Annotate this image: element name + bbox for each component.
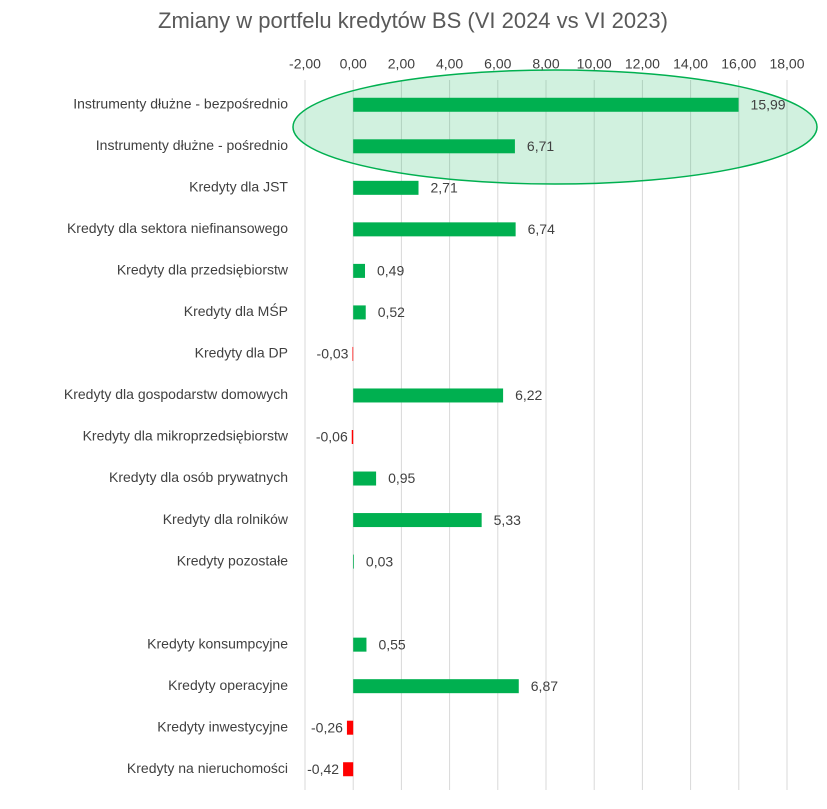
marks: -2,00 0,00 2,00 4,00 6,00 8,00 10,00 12,00 14,00… bbox=[64, 56, 805, 777]
data-label: -0,26 bbox=[311, 719, 343, 735]
bar bbox=[353, 637, 367, 652]
x-tick-label: 18,00 bbox=[769, 56, 804, 72]
data-label: 5,33 bbox=[494, 512, 521, 528]
x-tick-label: 10,00 bbox=[577, 56, 612, 72]
data-label: -0,03 bbox=[317, 346, 349, 362]
bar bbox=[353, 97, 739, 112]
y-tick-label: Kredyty inwestycyjne bbox=[157, 718, 288, 734]
x-tick-label: 2,00 bbox=[388, 56, 415, 72]
bar bbox=[353, 388, 504, 403]
x-tick-label: 8,00 bbox=[532, 56, 559, 72]
bar bbox=[353, 305, 366, 320]
x-tick-label: 4,00 bbox=[436, 56, 463, 72]
x-tick-label: 14,00 bbox=[673, 56, 708, 72]
y-tick-label: Kredyty na nieruchomości bbox=[127, 760, 288, 776]
y-tick-label: Kredyty dla sektora niefinansowego bbox=[67, 220, 288, 236]
bar bbox=[353, 222, 516, 237]
highlight-ellipse bbox=[292, 69, 818, 185]
bar bbox=[353, 139, 515, 154]
y-tick-label: Kredyty dla przedsiębiorstw bbox=[117, 262, 289, 278]
y-tick-label: Kredyty dla gospodarstw domowych bbox=[64, 386, 288, 402]
x-tick-label: 6,00 bbox=[484, 56, 511, 72]
bar bbox=[343, 762, 354, 777]
data-label: 0,52 bbox=[378, 304, 405, 320]
bar bbox=[353, 180, 419, 195]
data-label: 0,49 bbox=[377, 263, 404, 279]
x-tick-label: 0,00 bbox=[340, 56, 367, 72]
y-tick-label: Kredyty konsumpcyjne bbox=[147, 635, 288, 651]
y-tick-label: Kredyty dla rolników bbox=[163, 511, 289, 527]
bar bbox=[353, 679, 519, 694]
data-label: -0,06 bbox=[316, 429, 348, 445]
data-label: 6,22 bbox=[515, 387, 542, 403]
bar bbox=[353, 554, 354, 569]
data-label: 15,99 bbox=[751, 96, 786, 112]
data-label: 6,87 bbox=[531, 678, 558, 694]
data-label: -0,42 bbox=[307, 761, 339, 777]
y-tick-label: Kredyty dla osób prywatnych bbox=[109, 469, 288, 485]
y-tick-label: Kredyty dla mikroprzedsiębiorstw bbox=[83, 428, 289, 444]
data-label: 6,71 bbox=[527, 138, 554, 154]
y-tick-label: Kredyty dla JST bbox=[189, 179, 288, 195]
data-label: 0,55 bbox=[378, 636, 405, 652]
y-tick-label: Kredyty dla DP bbox=[195, 345, 288, 361]
bar bbox=[346, 720, 354, 735]
bar bbox=[353, 513, 482, 528]
y-tick-label: Instrumenty dłużne - bezpośrednio bbox=[73, 95, 288, 111]
data-label: 6,74 bbox=[528, 221, 555, 237]
data-label: 0,03 bbox=[366, 553, 393, 569]
x-tick-label: 12,00 bbox=[625, 56, 660, 72]
bar bbox=[353, 471, 377, 486]
bar bbox=[353, 263, 366, 278]
x-tick-label: -2,00 bbox=[289, 56, 321, 72]
y-tick-label: Kredyty dla MŚP bbox=[184, 302, 288, 319]
chart-title: Zmiany w portfelu kredytów BS (VI 2024 v… bbox=[158, 8, 668, 33]
data-label: 0,95 bbox=[388, 470, 415, 486]
y-tick-label: Kredyty pozostałe bbox=[177, 552, 288, 568]
bar bbox=[351, 430, 354, 444]
x-tick-label: 16,00 bbox=[721, 56, 756, 72]
y-tick-label: Instrumenty dłużne - pośrednio bbox=[96, 137, 288, 153]
data-label: 2,71 bbox=[431, 180, 458, 196]
bar bbox=[352, 346, 354, 361]
y-tick-label: Kredyty operacyjne bbox=[168, 677, 288, 693]
